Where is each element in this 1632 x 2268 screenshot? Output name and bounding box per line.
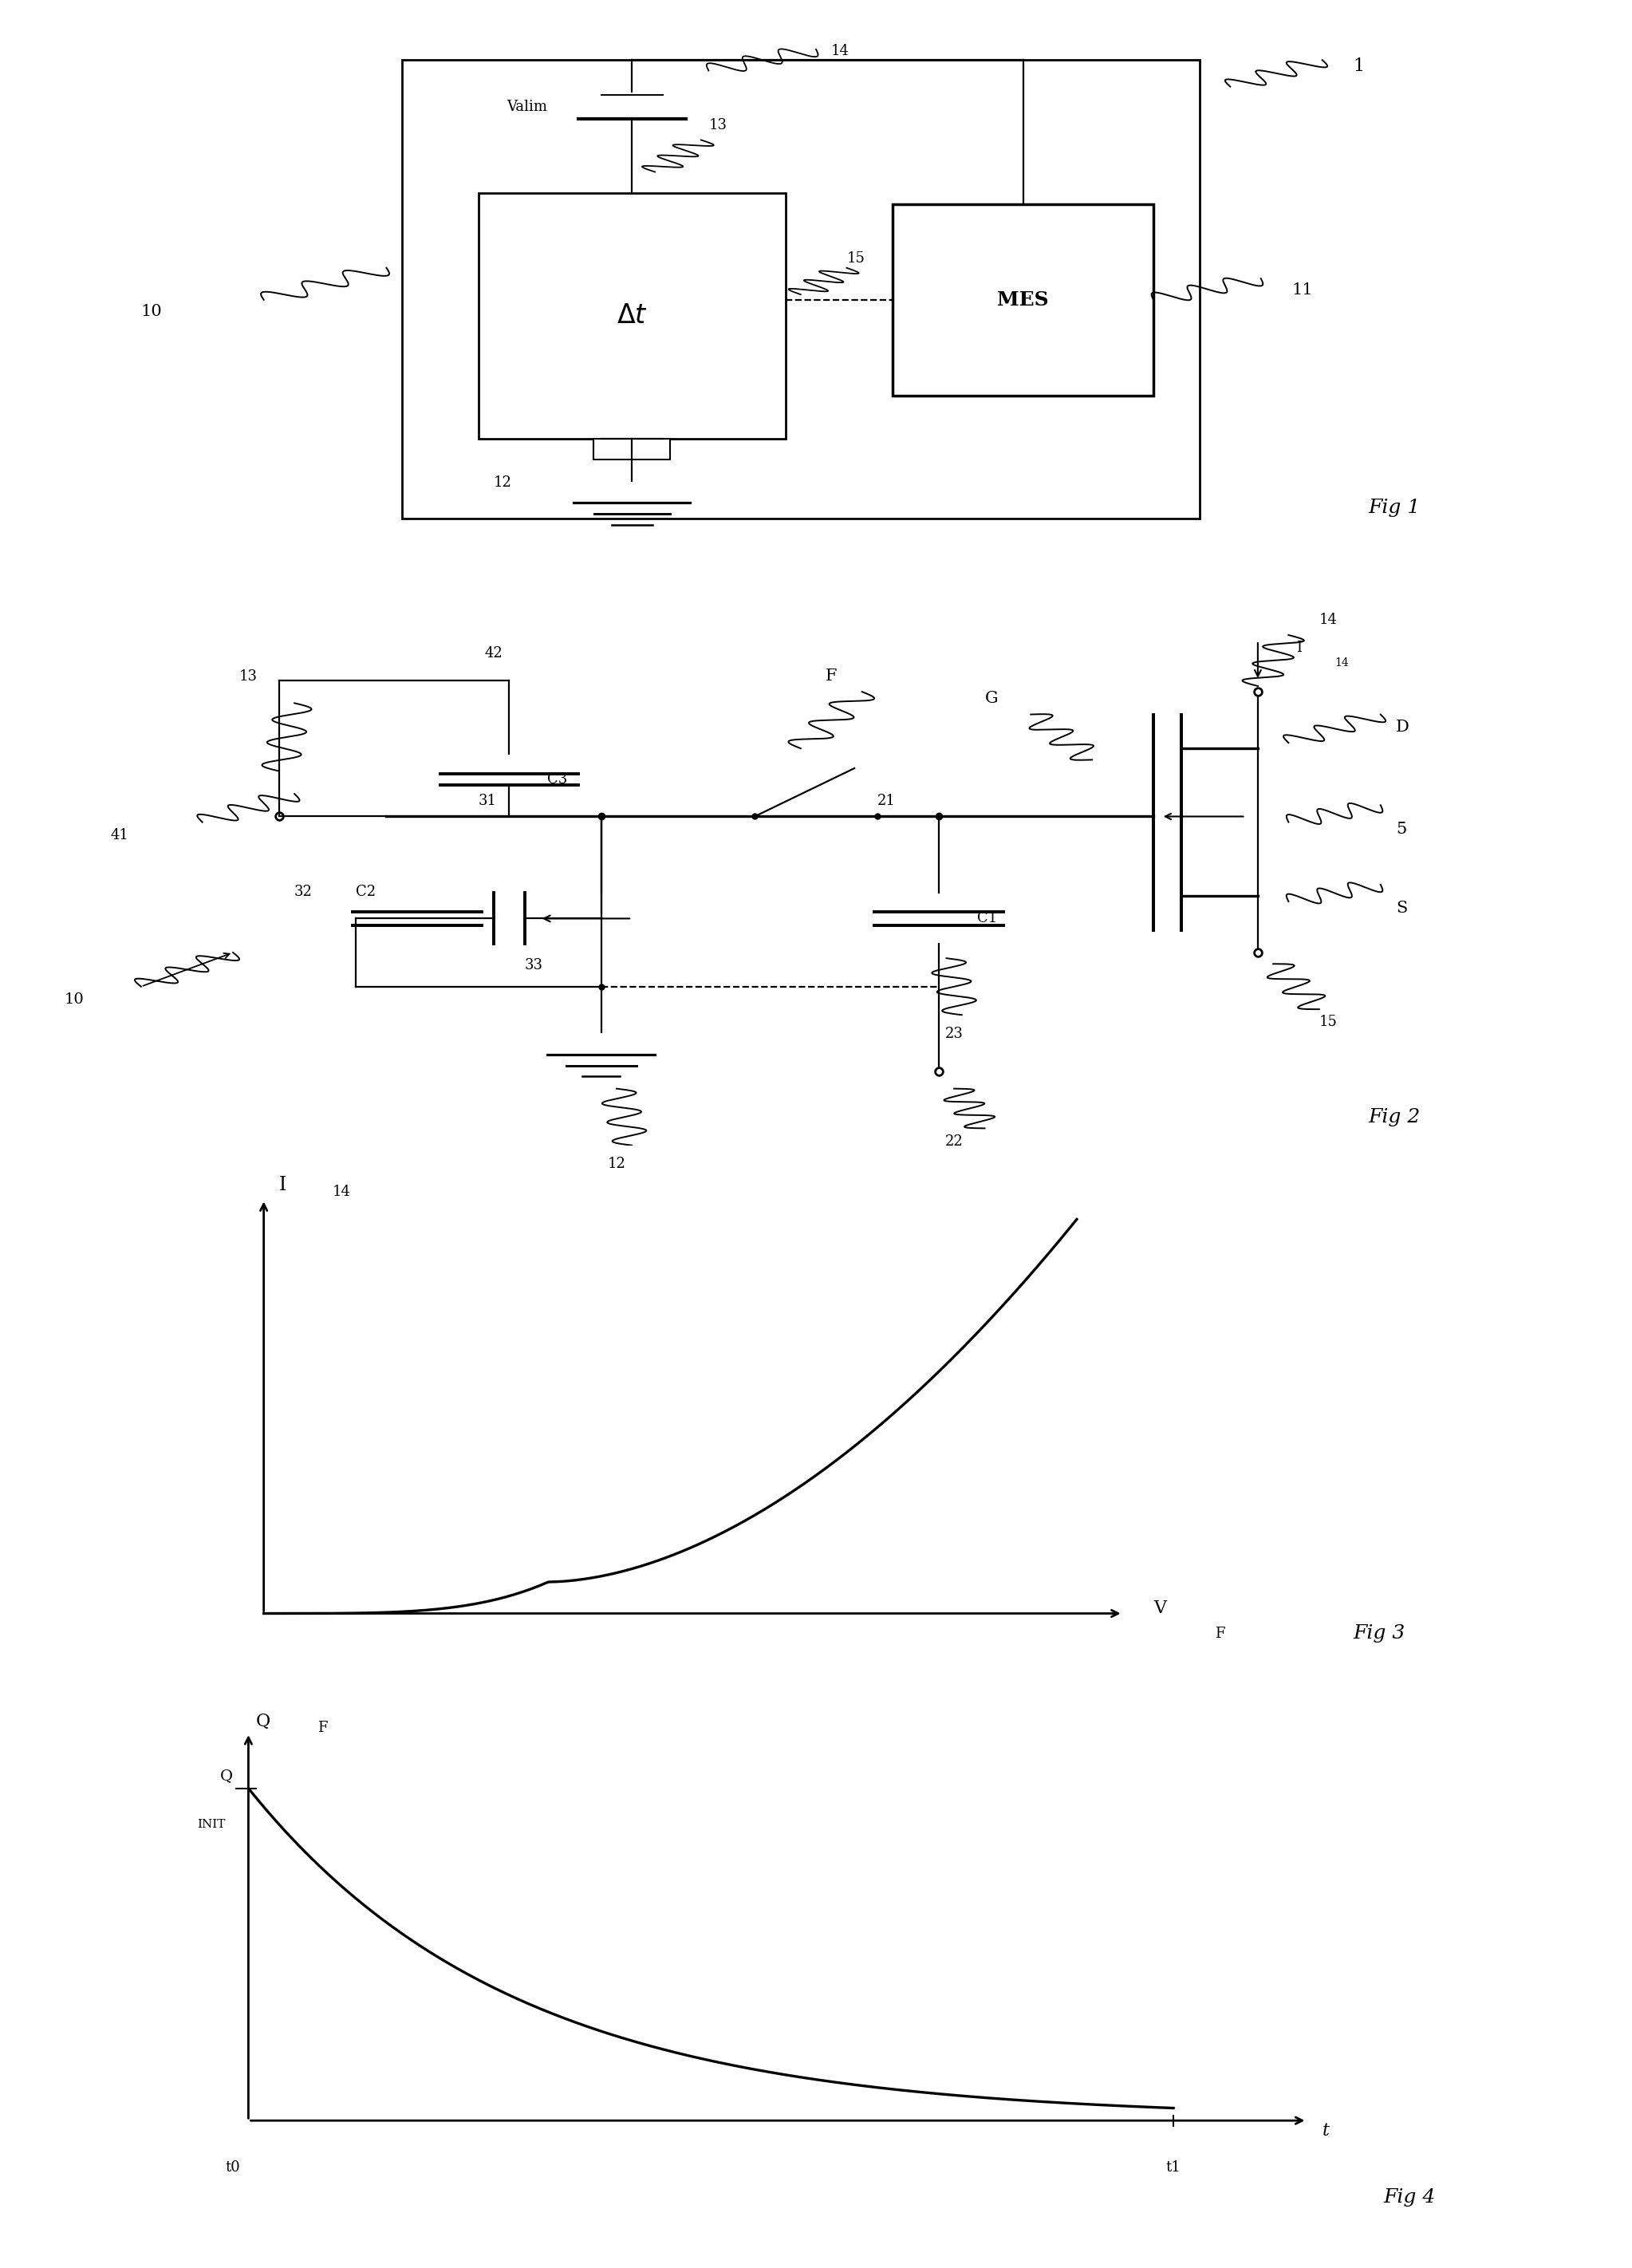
Text: C3: C3 [548,773,568,787]
Text: 33: 33 [524,959,543,973]
Text: I: I [1296,642,1302,655]
Text: MES: MES [997,290,1049,308]
Text: 31: 31 [478,794,496,807]
Text: 1: 1 [1353,57,1364,75]
Text: C1: C1 [978,912,997,925]
Text: Valim: Valim [508,100,548,113]
Text: 11: 11 [1291,284,1312,297]
Text: t0: t0 [225,2161,240,2175]
Text: I: I [279,1177,287,1195]
Text: INIT: INIT [197,1819,225,1830]
Text: 21: 21 [878,794,896,807]
Text: 15: 15 [847,252,865,265]
Text: Fig 1: Fig 1 [1368,499,1420,517]
Text: F: F [1214,1626,1226,1640]
Text: S: S [1395,900,1407,916]
Text: 12: 12 [494,476,512,490]
Text: C2: C2 [356,885,375,898]
Text: 13: 13 [240,669,258,683]
Text: Q: Q [256,1712,271,1730]
Text: t1: t1 [1165,2161,1182,2175]
Text: Fig 2: Fig 2 [1368,1109,1420,1127]
Text: Fig 3: Fig 3 [1353,1624,1405,1642]
Text: 12: 12 [607,1157,625,1170]
Bar [893,204,1154,395]
Text: 14: 14 [831,43,850,59]
Text: 10: 10 [64,993,83,1007]
Text: 15: 15 [1319,1016,1338,1030]
Bar [594,438,671,460]
Bar [478,193,785,438]
Text: G: G [984,692,999,705]
Text: 5: 5 [1395,821,1407,837]
Text: 14: 14 [1335,658,1348,669]
Text: V: V [1154,1599,1167,1617]
Text: t: t [1322,2123,1330,2139]
Text: Q: Q [220,1769,233,1783]
Text: 10: 10 [140,304,162,320]
Bar [401,59,1200,519]
Text: 23: 23 [945,1027,963,1041]
Text: 32: 32 [294,885,313,898]
Text: $\Delta t$: $\Delta t$ [617,304,648,329]
Text: D: D [1395,719,1410,735]
Text: F: F [317,1721,328,1735]
Text: F: F [826,669,837,683]
Text: 41: 41 [111,828,129,841]
Text: 13: 13 [708,118,726,132]
Text: Fig 4: Fig 4 [1384,2189,1436,2207]
Text: 42: 42 [485,646,503,660]
Text: 22: 22 [945,1134,963,1148]
Text: 14: 14 [333,1184,351,1200]
Text: 14: 14 [1319,612,1338,626]
